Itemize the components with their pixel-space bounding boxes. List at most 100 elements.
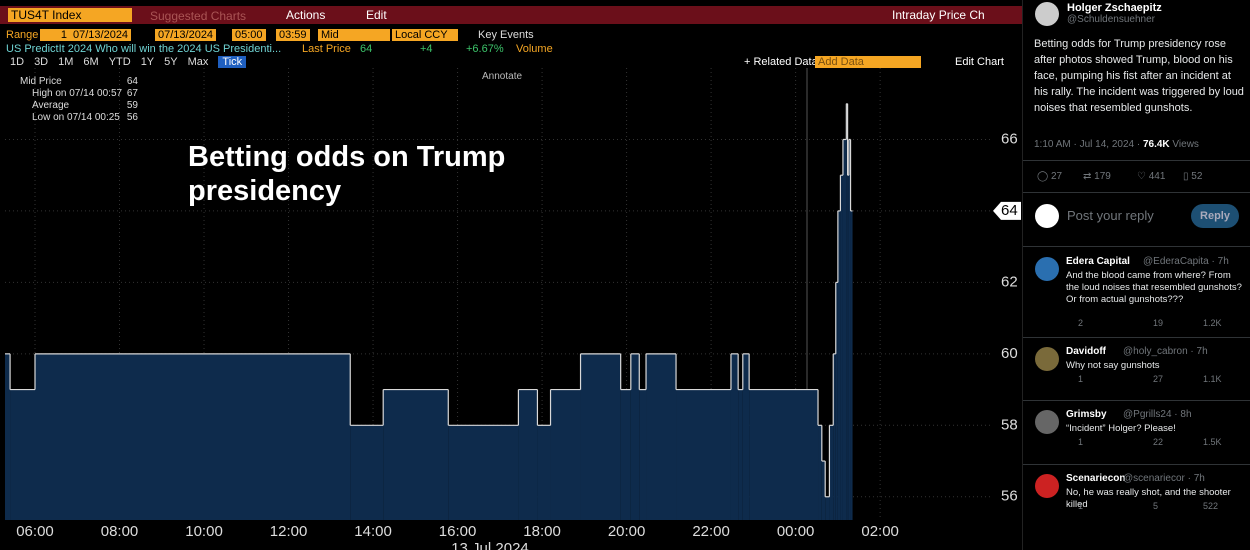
avatar[interactable] <box>1035 347 1059 371</box>
start-time[interactable]: 05:00 <box>232 29 266 41</box>
views-label: Views <box>1172 139 1199 150</box>
view-count[interactable]: 1.2K <box>1203 318 1222 328</box>
suggested-charts[interactable]: Suggested Charts <box>150 9 247 23</box>
area-segment <box>825 496 830 520</box>
area-segment <box>848 139 851 520</box>
area-segment <box>630 353 640 520</box>
avatar[interactable] <box>1035 410 1059 434</box>
start-date[interactable]: 07/13/2024 <box>70 29 132 41</box>
actions-menu[interactable]: Actions <box>286 8 326 22</box>
x-tick-label: 06:00 <box>16 523 54 540</box>
period-button[interactable]: 6M <box>83 56 99 68</box>
period-button[interactable]: 5Y <box>164 56 178 68</box>
view-count[interactable]: 1.5K <box>1203 437 1222 447</box>
avatar[interactable] <box>1035 257 1059 281</box>
like-count[interactable]: 19 <box>1153 318 1164 328</box>
view-count[interactable]: 522 <box>1203 501 1219 511</box>
separator <box>1023 337 1250 338</box>
area-segment <box>847 175 849 520</box>
reply-count[interactable]: 1 <box>1078 437 1084 447</box>
like-count[interactable]: 22 <box>1153 437 1164 447</box>
area-segment <box>842 139 847 520</box>
legend-label: Mid Price <box>20 76 62 87</box>
period-button[interactable]: 3D <box>34 56 49 68</box>
reply-count[interactable]: 1 <box>1078 374 1084 384</box>
reply-input[interactable]: Post your reply <box>1067 208 1154 223</box>
reply-author[interactable]: Grimsby <box>1066 409 1107 420</box>
legend-row: High on 07/14 00:57 67 <box>32 88 138 99</box>
currency[interactable]: Local CCY <box>392 29 458 41</box>
edit-menu[interactable]: Edit <box>366 8 387 22</box>
legend-row: Average 59 <box>32 100 138 111</box>
period-button[interactable]: 1D <box>10 56 25 68</box>
area-segment <box>738 389 743 520</box>
ticker-text: TUS4T Index <box>11 8 82 22</box>
separator <box>1023 160 1250 161</box>
legend-label: Low on 07/14 00:25 <box>32 112 120 123</box>
like-count[interactable]: 5 <box>1153 501 1159 511</box>
author-name[interactable]: Holger Zschaepitz <box>1067 2 1162 14</box>
reply-author[interactable]: Davidoff <box>1066 346 1106 357</box>
key-events[interactable]: Key Events <box>478 29 534 41</box>
avatar <box>1035 204 1059 228</box>
legend-row: Low on 07/14 00:25 56 <box>32 112 138 123</box>
related-data[interactable]: + Related Data <box>744 56 818 68</box>
reply-text: No, he was really shot, and the shooter … <box>1066 487 1231 510</box>
range-period[interactable]: 1 <box>40 29 70 41</box>
area-segment <box>749 389 819 520</box>
area-segment <box>818 425 822 520</box>
area-segment <box>580 353 621 520</box>
bookmark-count[interactable]: ▯ 52 <box>1183 171 1203 182</box>
author-handle[interactable]: @Schuldensuehner <box>1067 14 1155 25</box>
x-tick-label: 02:00 <box>861 523 899 540</box>
reply-count[interactable]: ◯ 27 <box>1037 171 1063 182</box>
area-segment <box>835 282 838 520</box>
reply-count[interactable]: 2 <box>1078 318 1084 328</box>
x-tick-label: 22:00 <box>692 523 730 540</box>
period-button[interactable]: Tick <box>218 56 247 68</box>
avatar[interactable] <box>1035 2 1059 26</box>
count: 27 <box>1050 171 1063 182</box>
annotate-button[interactable]: Annotate <box>482 71 523 82</box>
period-button[interactable]: YTD <box>108 56 131 68</box>
count: 179 <box>1094 171 1111 182</box>
end-time[interactable]: 03:59 <box>276 29 310 41</box>
end-date[interactable]: 07/13/2024 <box>155 29 217 41</box>
area-segment <box>646 353 677 520</box>
field[interactable]: Mid <box>318 29 390 41</box>
reply-button[interactable]: Reply <box>1191 204 1239 228</box>
area-segment <box>742 353 750 520</box>
like-count[interactable]: 27 <box>1153 374 1164 384</box>
view-count[interactable]: 1.1K <box>1203 374 1222 384</box>
reply-text: And the blood came from where? From the … <box>1066 270 1242 305</box>
reply: Grimsby @Pgrills24 · 8h “Incident” Holger?… <box>1023 408 1250 478</box>
tweet-meta: 1:10 AM · Jul 14, 2024 · 76.4K Views <box>1034 139 1199 150</box>
y-tick-label: 66 <box>1001 130 1018 147</box>
period-button[interactable]: Max <box>187 56 209 68</box>
x-tick-label: 12:00 <box>270 523 308 540</box>
reply-handle: @scenariecor · 7h <box>1123 473 1205 484</box>
change: +4 <box>420 43 433 55</box>
legend-value: 64 <box>126 76 138 87</box>
x-tick-label: 18:00 <box>523 523 561 540</box>
period-button[interactable]: 1Y <box>140 56 155 68</box>
reply-author[interactable]: Edera Capital <box>1066 256 1130 267</box>
avatar[interactable] <box>1035 474 1059 498</box>
reply-handle: @EderaCapita · 7h <box>1143 256 1229 267</box>
range-label: Range <box>6 29 39 41</box>
add-data[interactable]: Add Data <box>815 56 921 68</box>
reply-handle: @Pgrills24 · 8h <box>1123 409 1192 420</box>
area-segment <box>821 461 826 520</box>
reply-text: Why not say gunshots <box>1066 360 1160 371</box>
period-button[interactable]: 1M <box>58 56 74 68</box>
reply-text: “Incident” Holger? Please! <box>1066 423 1176 434</box>
repost-count[interactable]: ⇄ 179 <box>1083 171 1111 182</box>
edit-chart[interactable]: Edit Chart <box>955 56 1004 68</box>
last-price-label: Last Price <box>302 43 351 55</box>
reply-count[interactable]: 1 <box>1078 501 1084 511</box>
ticker[interactable]: TUS4T Index <box>8 8 132 22</box>
change-pct: +6.67% <box>466 43 504 55</box>
reply-author[interactable]: Scenariecon <box>1066 473 1126 484</box>
area-segment <box>10 389 36 520</box>
like-count[interactable]: ♡ 441 <box>1137 171 1166 182</box>
